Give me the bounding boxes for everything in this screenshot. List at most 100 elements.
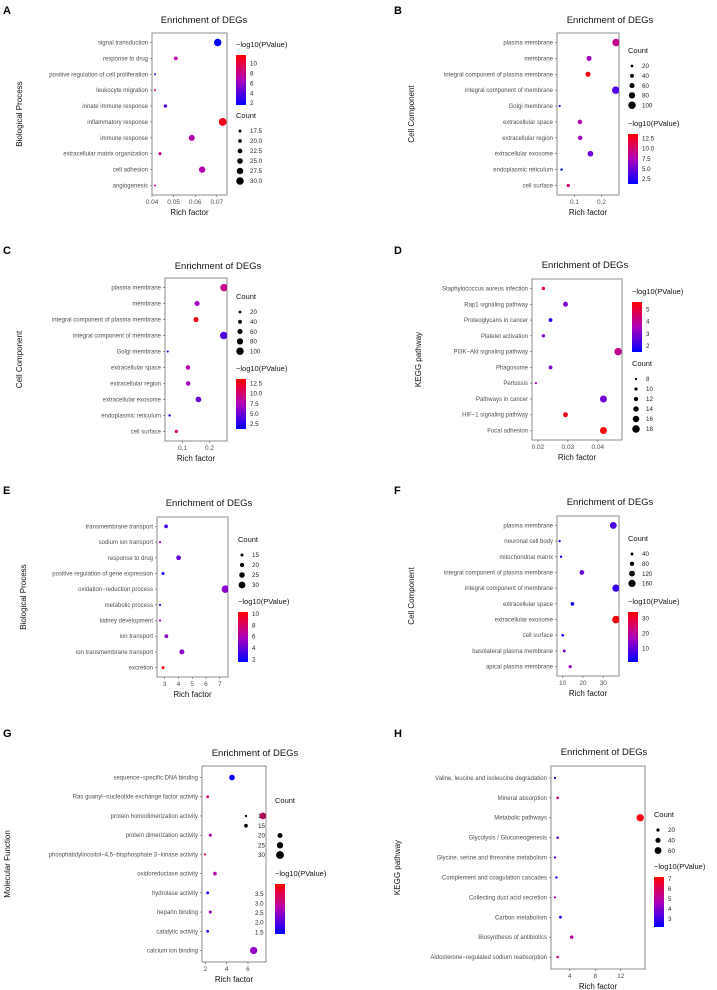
color-legend-label: 4 bbox=[646, 319, 650, 326]
size-legend-dot bbox=[238, 319, 242, 324]
size-legend-label: 60 bbox=[642, 83, 649, 90]
category-label: calcium ion binding bbox=[147, 948, 198, 954]
data-point bbox=[612, 615, 619, 624]
size-legend-dot bbox=[633, 406, 639, 412]
data-point bbox=[206, 929, 210, 933]
x-tick-label: 0.06 bbox=[189, 199, 202, 206]
category-label: Pertussis bbox=[503, 381, 528, 387]
size-legend-label: 30 bbox=[258, 852, 265, 859]
data-point bbox=[558, 915, 562, 919]
category-label: heparin binding bbox=[157, 910, 198, 916]
data-point bbox=[195, 396, 202, 403]
size-legend-label: 80 bbox=[642, 561, 649, 568]
data-point bbox=[206, 891, 210, 895]
data-point bbox=[158, 619, 162, 622]
data-point bbox=[206, 795, 210, 799]
category-label: integral component of plasma membrane bbox=[444, 570, 554, 576]
x-tick-label: 30 bbox=[600, 680, 608, 687]
panel-b: B Enrichment of DEGs Cell Component Rich fa… bbox=[394, 5, 680, 217]
category-label: endoplasmic reticulum bbox=[101, 413, 161, 419]
data-point bbox=[614, 347, 622, 356]
size-legend-label: 15 bbox=[258, 823, 265, 830]
size-legend-label: 15 bbox=[252, 552, 259, 559]
color-legend-label: 10 bbox=[642, 646, 649, 653]
size-legend-label: 40 bbox=[250, 319, 257, 326]
color-legend-label: 5 bbox=[646, 307, 650, 314]
data-point bbox=[541, 286, 546, 291]
category-label: neuronal cell body bbox=[504, 539, 553, 545]
color-legend-label: 10.0 bbox=[250, 391, 263, 398]
category-label: Focal adhesion bbox=[487, 429, 528, 435]
category-label: transmembrane transport bbox=[86, 524, 154, 530]
color-bar bbox=[632, 302, 642, 352]
color-legend-label: 12.5 bbox=[250, 381, 263, 388]
data-point bbox=[558, 104, 561, 108]
x-tick-label: 4 bbox=[177, 681, 181, 688]
data-point bbox=[185, 365, 191, 370]
panel-letter: C bbox=[3, 245, 11, 257]
color-legend-title: −log10(PValue) bbox=[236, 364, 288, 373]
data-point bbox=[188, 134, 195, 141]
data-point bbox=[566, 183, 570, 188]
y-axis-title: Cell Component bbox=[407, 85, 416, 143]
data-point bbox=[158, 603, 162, 606]
size-legend-label: 100 bbox=[250, 348, 261, 355]
data-point bbox=[570, 602, 575, 606]
category-label: cell surface bbox=[131, 429, 162, 435]
color-legend-label: 10 bbox=[252, 611, 259, 618]
data-point bbox=[158, 152, 162, 156]
category-label: Golgi membrane bbox=[117, 350, 162, 356]
color-legend-label: 1.5 bbox=[255, 929, 264, 936]
color-legend-label: 10 bbox=[250, 61, 257, 68]
category-label: plasma membrane bbox=[111, 286, 161, 292]
category-label: extracellular region bbox=[110, 381, 161, 387]
size-legend-dot bbox=[244, 823, 248, 828]
size-legend-dot bbox=[628, 101, 636, 109]
data-point bbox=[563, 301, 568, 307]
x-axis-title: Rich factor bbox=[569, 208, 608, 217]
size-legend-dot bbox=[629, 561, 635, 566]
plot-frame bbox=[156, 516, 229, 678]
category-label: Collecting duct acid secretion bbox=[469, 895, 547, 901]
category-label: Glycine, serine and threonine metabolism bbox=[437, 856, 547, 862]
size-legend-dot bbox=[276, 851, 284, 859]
size-legend-label: 20.0 bbox=[250, 138, 263, 145]
color-legend-label: 7 bbox=[668, 876, 672, 883]
category-label: positive regulation of gene expression bbox=[52, 571, 153, 577]
size-legend-label: 60 bbox=[250, 329, 257, 336]
color-legend-title: −log10(PValue) bbox=[632, 287, 684, 296]
data-point bbox=[553, 896, 557, 899]
data-point bbox=[534, 382, 538, 385]
size-legend-title: Count bbox=[632, 359, 653, 368]
y-axis-title: Biological Process bbox=[15, 81, 24, 146]
x-axis-title: Rich factor bbox=[177, 454, 216, 463]
panel-c: C Enrichment of DEGs Cell Component Rich fa… bbox=[3, 245, 288, 463]
data-point bbox=[166, 350, 169, 353]
x-tick-label: 6 bbox=[204, 681, 208, 688]
category-label: excretion bbox=[129, 666, 153, 672]
x-tick-label: 0.1 bbox=[178, 445, 187, 452]
y-axis-title: Cell Component bbox=[15, 330, 24, 388]
data-point bbox=[161, 571, 165, 575]
panel-a: A Enrichment of DEGs Biological Process Ric… bbox=[3, 5, 288, 217]
size-legend-title: Count bbox=[654, 810, 675, 819]
color-legend-label: 6 bbox=[252, 634, 256, 641]
x-tick-label: 0.2 bbox=[597, 199, 606, 206]
x-tick-label: 7 bbox=[218, 681, 222, 688]
size-legend-dot bbox=[628, 579, 636, 588]
plot-frame bbox=[201, 765, 267, 963]
size-legend-label: 40 bbox=[668, 838, 675, 845]
chart-title: Enrichment of DEGs bbox=[175, 261, 262, 272]
color-legend-label: 7.5 bbox=[250, 401, 259, 408]
size-legend-label: 10 bbox=[258, 813, 265, 820]
x-tick-label: 4 bbox=[225, 966, 229, 973]
data-point bbox=[158, 540, 162, 544]
size-legend-title: Count bbox=[628, 46, 649, 55]
color-legend-label: 10.0 bbox=[642, 146, 655, 153]
data-point bbox=[548, 365, 553, 370]
size-legend-dot bbox=[238, 129, 242, 133]
color-legend-label: 6 bbox=[668, 886, 672, 893]
category-label: extracellular exosome bbox=[103, 397, 162, 403]
color-bar bbox=[628, 612, 638, 662]
size-legend-label: 80 bbox=[642, 93, 649, 100]
